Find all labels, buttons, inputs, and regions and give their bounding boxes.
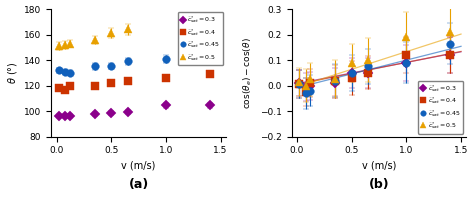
Y-axis label: $\cos(\theta_e) - \cos(\theta)$: $\cos(\theta_e) - \cos(\theta)$: [242, 37, 255, 109]
Legend: $\tilde{c}^{*}_{sat}=0.3$, $\tilde{c}^{*}_{sat}=0.4$, $\tilde{c}^{*}_{sat}=0.45$: $\tilde{c}^{*}_{sat}=0.3$, $\tilde{c}^{*…: [418, 81, 464, 133]
Y-axis label: $\theta$ (°): $\theta$ (°): [6, 62, 18, 84]
Legend: $\tilde{c}^{*}_{sat}=0.3$, $\tilde{c}^{*}_{sat}=0.4$, $\tilde{c}^{*}_{sat}=0.45$: $\tilde{c}^{*}_{sat}=0.3$, $\tilde{c}^{*…: [178, 12, 223, 65]
Text: (a): (a): [128, 178, 149, 191]
Text: (b): (b): [369, 178, 389, 191]
X-axis label: v (m/s): v (m/s): [362, 161, 396, 171]
X-axis label: v (m/s): v (m/s): [121, 161, 156, 171]
